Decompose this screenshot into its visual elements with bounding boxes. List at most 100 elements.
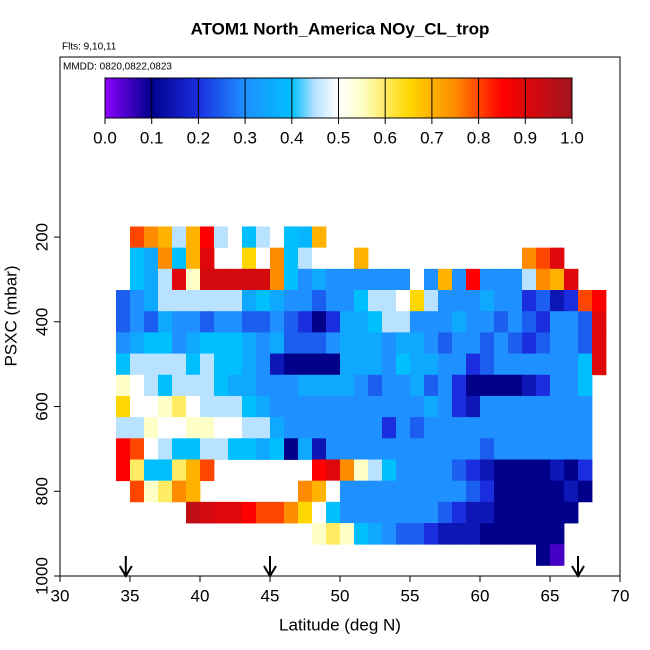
heat-cell [452,332,467,354]
heat-cell [242,395,257,418]
heat-cell [186,374,201,397]
heat-cell [522,523,537,545]
heat-cell [536,438,551,460]
heat-cell [494,353,509,376]
heat-cell [480,480,495,503]
heat-cell [536,523,551,545]
heat-cell [522,332,537,354]
heat-cell [480,395,495,418]
heat-cell [494,374,509,397]
heat-cell [256,268,271,291]
heat-cell [326,480,341,503]
heat-cell [312,290,327,312]
heat-cell [312,226,327,249]
heat-cell [536,247,551,270]
heat-cell [116,374,131,397]
heat-cell [494,459,509,482]
heat-cell [326,417,341,439]
heat-cell [298,353,313,376]
heat-cell [438,438,453,460]
heat-cell [354,438,369,460]
heat-cell [228,501,243,524]
heat-cell [340,501,355,524]
heat-cell [550,374,565,397]
heat-cell [354,247,369,270]
heat-cell [536,311,551,333]
heat-cell [214,438,229,460]
heat-cell [340,459,355,482]
heat-cell [368,290,383,312]
heat-cell [214,226,229,249]
y-tick-label: 1000 [32,557,51,595]
x-tick-label: 60 [471,586,490,605]
heat-cell [144,459,159,482]
heat-cell [410,290,425,312]
heat-cell [186,290,201,312]
heat-cell [438,332,453,354]
heat-cell [270,353,285,376]
heat-cell [340,523,355,545]
heat-cell [508,311,523,333]
heat-cell [158,332,173,354]
heat-cell [382,395,397,418]
heat-cell [522,480,537,503]
heat-cell [144,268,159,291]
heat-cell [396,395,411,418]
heat-cell [172,417,187,439]
heat-cell [158,480,173,503]
heat-cell [452,501,467,524]
heat-cell [354,480,369,503]
heat-cell [116,438,131,460]
heat-cell [242,501,257,524]
heat-cell [480,438,495,460]
heat-cell [228,268,243,291]
heat-cell [522,395,537,418]
heat-cell [522,290,537,312]
x-tick-label: 40 [191,586,210,605]
heat-cell [298,501,313,524]
heat-cell [158,459,173,482]
heat-cell [326,332,341,354]
heat-cell [354,332,369,354]
heat-cell [438,290,453,312]
heat-cell [340,332,355,354]
heat-cell [396,290,411,312]
heat-cell [340,374,355,397]
y-tick-label: 200 [32,223,51,251]
heat-cell [186,480,201,503]
heat-cell [382,438,397,460]
heat-cell [284,311,299,333]
heat-cell [256,417,271,439]
heat-cell [494,290,509,312]
heat-cell [298,417,313,439]
subtitle: Flts: 9,10,11 [62,42,117,53]
heat-cell [480,268,495,291]
heat-cell [466,501,481,524]
heat-cell [312,374,327,397]
heat-cell [466,374,481,397]
heat-cell [326,523,341,545]
heat-cell [564,501,579,524]
heat-cell [130,247,145,270]
heat-cell [312,247,327,270]
heat-cell [214,395,229,418]
heat-cell [130,374,145,397]
heat-cell [452,268,467,291]
heat-cell [312,480,327,503]
heat-cell [284,395,299,418]
heat-cell [242,417,257,439]
heat-cell [312,332,327,354]
heat-cell [284,374,299,397]
heat-cell [186,332,201,354]
heat-cell [564,395,579,418]
heat-cell [270,417,285,439]
heat-cell [326,353,341,376]
heat-cell [396,459,411,482]
heat-cell [368,311,383,333]
heat-cell [382,501,397,524]
heat-cell [144,290,159,312]
heat-cell [494,332,509,354]
heat-cell [452,417,467,439]
heat-cell [130,332,145,354]
